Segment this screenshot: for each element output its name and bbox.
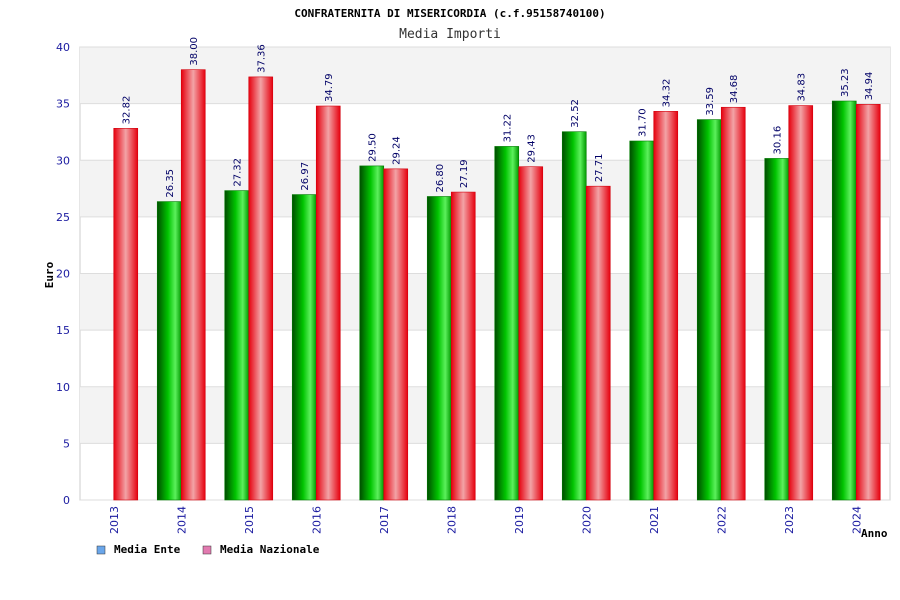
x-tick-label: 2019	[513, 506, 526, 534]
bar-media-ente-2017	[359, 165, 385, 501]
y-tick-label: 20	[56, 268, 70, 281]
bar-value-label: 29.24	[392, 136, 403, 165]
bar-value-label: 26.35	[165, 169, 176, 198]
x-tick-label: 2021	[648, 506, 661, 534]
bar-media-ente-2018	[426, 196, 452, 501]
bar-media-ente-2022	[696, 119, 722, 501]
y-tick-label: 15	[56, 324, 70, 337]
bar-value-label: 29.43	[527, 134, 538, 163]
bar-value-label: 33.59	[705, 87, 716, 116]
bar-value-label: 37.36	[257, 44, 268, 73]
y-axis-label: Euro	[43, 261, 56, 288]
chart-subtitle: Media Importi	[399, 27, 501, 42]
bar-media-ente-2014	[156, 201, 182, 501]
y-tick-label: 25	[56, 211, 70, 224]
grid-bands	[80, 47, 890, 444]
bar-media-nazionale-2017	[383, 168, 409, 501]
grid-band	[80, 160, 890, 217]
grid-band	[80, 47, 890, 104]
bar-value-label: 31.22	[503, 114, 514, 143]
bar-value-label: 30.16	[773, 126, 784, 155]
bar-value-label: 27.71	[594, 154, 605, 183]
bar-value-label: 34.32	[662, 79, 673, 108]
bar-media-nazionale-2014	[180, 69, 206, 501]
bar-value-label: 34.94	[864, 72, 875, 101]
bar-value-label: 35.23	[840, 68, 851, 97]
bar-media-nazionale-2016	[315, 105, 341, 501]
y-tick-label: 30	[56, 154, 70, 167]
legend-swatch-media-ente	[96, 545, 106, 555]
bar-value-label: 26.97	[300, 162, 311, 191]
x-tick-label: 2020	[580, 506, 593, 534]
bar-media-nazionale-2013	[113, 128, 139, 501]
bar-media-nazionale-2024	[855, 104, 881, 501]
x-tick-label: 2017	[378, 506, 391, 534]
legend-swatch-media-nazionale	[202, 545, 212, 555]
x-axis-label: Anno	[861, 527, 888, 540]
y-tick-label: 10	[56, 381, 70, 394]
y-tick-label: 35	[56, 98, 70, 111]
bar-media-nazionale-2018	[450, 191, 476, 501]
bar-value-label: 34.83	[797, 73, 808, 102]
bar-media-ente-2021	[629, 140, 655, 501]
x-axis-ticks: 2013 2014 2015 2016 2017 2018 2019 2020 2021 2022…	[108, 506, 864, 534]
bar-media-ente-2024	[831, 100, 857, 501]
grid-band	[80, 386, 890, 444]
bar-value-label: 29.50	[368, 133, 379, 162]
y-tick-label: 0	[63, 494, 70, 507]
x-tick-label: 2016	[310, 506, 323, 534]
legend-label-media-ente: Media Ente	[114, 543, 181, 556]
bar-value-label: 32.82	[122, 96, 133, 125]
bar-value-label: 27.19	[459, 159, 470, 188]
x-tick-label: 2018	[445, 506, 458, 534]
bar-media-nazionale-2015	[248, 76, 274, 501]
x-tick-label: 2023	[783, 506, 796, 534]
bar-value-label: 31.70	[638, 108, 649, 137]
y-tick-label: 5	[63, 437, 70, 450]
bar-media-nazionale-2020	[585, 185, 611, 501]
x-tick-label: 2014	[175, 506, 188, 534]
bar-media-ente-2023	[764, 158, 790, 501]
y-axis-ticks: 0 5 10 15 20 25 30 35 40	[56, 41, 70, 507]
x-tick-label: 2022	[715, 506, 728, 534]
bars	[113, 69, 881, 501]
bar-value-label: 34.68	[729, 75, 740, 104]
x-tick-label: 2013	[108, 506, 121, 534]
legend: Media Ente Media Nazionale	[96, 543, 320, 556]
bar-value-labels: 32.82 26.35 38.00 27.32 37.36 26.97 34.79 29.50…	[122, 37, 876, 198]
gridlines	[80, 46, 890, 501]
grid-band	[80, 273, 890, 331]
bar-media-nazionale-2023	[788, 105, 814, 501]
bar-media-ente-2019	[494, 146, 520, 501]
legend-label-media-nazionale: Media Nazionale	[220, 543, 320, 556]
x-tick-label: 2015	[243, 506, 256, 534]
bar-value-label: 34.79	[324, 73, 335, 102]
bar-media-ente-2016	[291, 194, 317, 501]
bar-value-label: 26.80	[435, 164, 446, 193]
x-tick-label: 2024	[850, 506, 863, 534]
bar-media-nazionale-2021	[653, 111, 679, 501]
bar-media-ente-2020	[561, 131, 587, 501]
bar-value-label: 27.32	[233, 158, 244, 187]
bar-value-label: 38.00	[189, 37, 200, 66]
bar-value-label: 32.52	[570, 99, 581, 128]
bar-media-ente-2015	[224, 190, 250, 501]
bar-media-nazionale-2022	[720, 106, 746, 501]
y-tick-label: 40	[56, 41, 70, 54]
chart-title: CONFRATERNITA DI MISERICORDIA (c.f.95158…	[294, 7, 605, 20]
bar-media-nazionale-2019	[518, 166, 544, 501]
